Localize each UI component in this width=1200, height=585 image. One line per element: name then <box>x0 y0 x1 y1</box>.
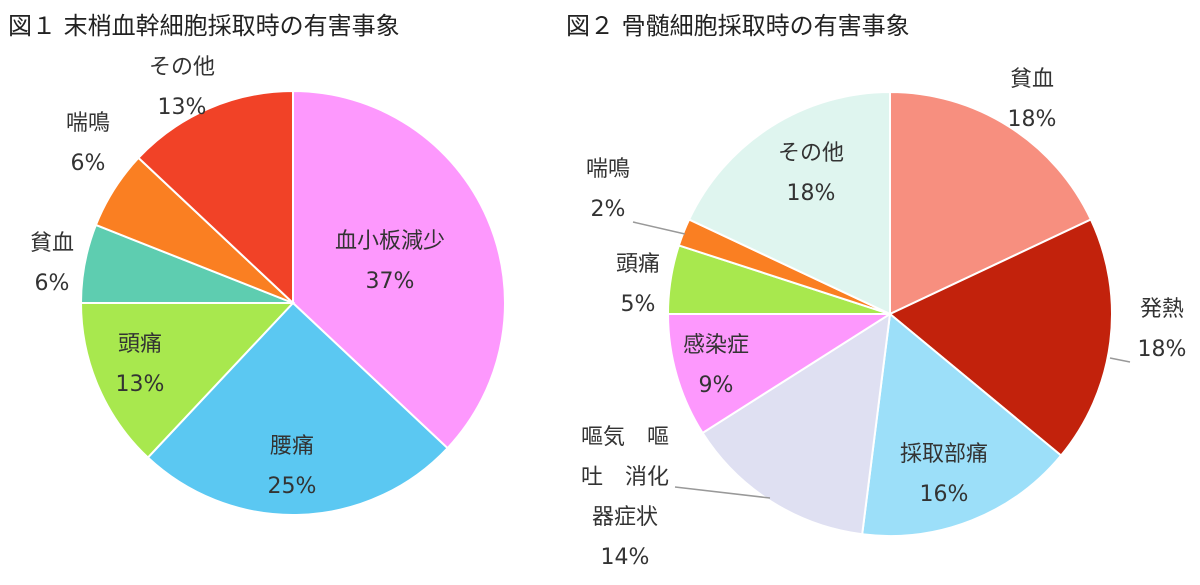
slice-label: その他 <box>149 55 215 80</box>
pie-slice <box>666 313 894 435</box>
slice-label: 感染症 <box>683 333 749 358</box>
chart1-title: 図１ 末梢血幹細胞採取時の有害事象 <box>8 12 400 40</box>
pie-slice <box>137 89 294 306</box>
slice-label: 6% <box>35 271 70 296</box>
pie-slice <box>889 90 1093 316</box>
slice-label: 貧血 <box>30 231 74 256</box>
slice-label: 頭痛 <box>616 252 660 277</box>
slice-label: 18% <box>787 181 836 206</box>
leader-line <box>674 486 771 499</box>
slice-label: 喘鳴 <box>586 157 630 182</box>
slice-label: 37% <box>366 269 415 294</box>
leader-line <box>632 221 686 235</box>
pie-slice <box>701 312 892 536</box>
slice-label: 貧血 <box>1010 67 1054 92</box>
pie-slice <box>687 90 891 316</box>
pie-slice <box>861 312 1063 537</box>
slice-label: 5% <box>621 292 656 317</box>
pie-slice <box>146 301 449 516</box>
slice-label: 13% <box>116 372 165 397</box>
slice-label: 18% <box>1008 107 1057 132</box>
slice-label: 頭痛 <box>118 332 162 357</box>
slice-label: 採取部痛 <box>900 442 988 467</box>
slice-label: 血小板減少 <box>335 229 445 254</box>
slice-label: 2% <box>591 197 626 222</box>
slice-label: 18% <box>1138 337 1187 362</box>
slice-label: 6% <box>71 151 106 176</box>
pie-slice <box>888 218 1113 457</box>
slice-label: 嘔気 嘔 <box>581 425 669 450</box>
pie-slice <box>79 302 296 459</box>
slice-label: 25% <box>268 474 317 499</box>
slice-label: 16% <box>920 482 969 507</box>
slice-label: 喘鳴 <box>66 111 110 136</box>
pie-chart-1: 血小板減少 37% 腰痛 25% 頭痛 13% 貧血 6% 喘鳴 6% その他 13% <box>30 55 506 516</box>
slice-label: その他 <box>778 141 844 166</box>
pie-slice <box>292 89 506 450</box>
slice-label: 14% <box>601 545 650 570</box>
slice-label: 9% <box>699 373 734 398</box>
chart2-title: 図２ 骨髄細胞採取時の有害事象 <box>566 12 910 40</box>
slice-label: 吐 消化 <box>581 465 669 490</box>
slice-label: 13% <box>158 95 207 120</box>
leader-line <box>1109 357 1131 363</box>
slice-label: 腰痛 <box>270 434 314 459</box>
slice-label: 発熱 <box>1140 297 1184 322</box>
slice-label: 器症状 <box>592 505 658 530</box>
